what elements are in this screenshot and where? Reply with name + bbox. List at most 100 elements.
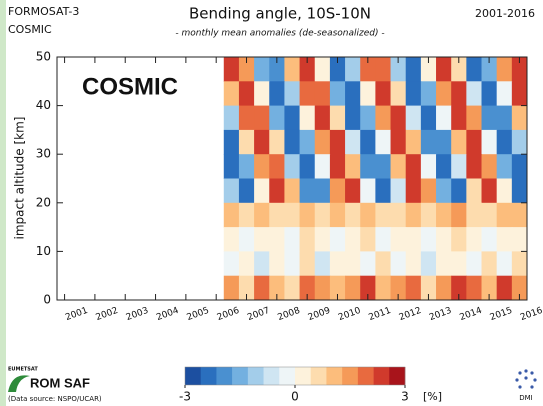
heatmap-cell [405, 154, 422, 179]
y-tick-label: 10 [36, 244, 51, 258]
heatmap-cell [254, 129, 270, 155]
heatmap-cell [511, 57, 528, 82]
heatmap-cell [451, 57, 467, 82]
heatmap-cell [466, 275, 483, 301]
heatmap-cell [345, 178, 361, 204]
heatmap-cell [375, 129, 392, 155]
heatmap-cell [496, 251, 513, 277]
heatmap-cell [360, 202, 376, 228]
heatmap-cell [481, 154, 498, 179]
org-label: EUMETSAT [8, 367, 38, 373]
heatmap-cell [329, 251, 346, 277]
colorbar-tick-label: -3 [179, 390, 191, 404]
heatmap-cell [390, 105, 407, 131]
heatmap-cell [375, 154, 392, 179]
colorbar-swatch [216, 367, 233, 385]
heatmap-cell [254, 178, 270, 204]
heatmap-cell [451, 129, 467, 155]
heatmap-cell [511, 129, 528, 155]
y-tick-label: 20 [36, 195, 51, 209]
heatmap-cell [299, 178, 316, 204]
heatmap-cell [481, 129, 498, 155]
heatmap-cell [496, 129, 513, 155]
heatmap-cell [405, 81, 422, 107]
heatmap-cell [451, 251, 467, 277]
heatmap-cell [481, 275, 498, 301]
source-label: (Data source: NSPO/UCAR) [8, 395, 102, 403]
heatmap-cell [420, 105, 437, 131]
heatmap-cell [496, 275, 513, 301]
heatmap-cell [436, 105, 452, 131]
colorbar-swatch [389, 367, 406, 385]
heatmap-cell [481, 251, 498, 277]
heatmap-cell [466, 57, 483, 82]
heatmap-cell [466, 154, 483, 179]
colorbar-swatch [342, 367, 359, 385]
colorbar-tick-label: 3 [401, 390, 409, 404]
heatmap-cell [314, 202, 331, 228]
heatmap-cell [223, 178, 240, 204]
heatmap-cell [254, 81, 270, 107]
heatmap-cell [254, 227, 270, 252]
heatmap-cell [254, 154, 270, 179]
heatmap-cell [329, 202, 346, 228]
heatmap-cell [360, 178, 376, 204]
heatmap-cell [345, 251, 361, 277]
heatmap-cell [466, 105, 483, 131]
x-tick-label: 2014 [458, 306, 483, 323]
heatmap-cell [466, 202, 483, 228]
heatmap-cell [375, 251, 392, 277]
x-tick-label: 2016 [519, 306, 543, 323]
heatmap-cell [284, 251, 301, 277]
heatmap-cell [451, 275, 467, 301]
heatmap-cell [284, 105, 301, 131]
heatmap-cell [254, 57, 270, 82]
heatmap-cell [345, 105, 361, 131]
heatmap-cell [238, 154, 255, 179]
heatmap-cell [451, 105, 467, 131]
heatmap-cell [284, 57, 301, 82]
x-tick-label: 2006 [216, 306, 241, 323]
heatmap-cell [420, 275, 437, 301]
heatmap-cell [329, 129, 346, 155]
heatmap-cell [314, 57, 331, 82]
heatmap-cell [496, 202, 513, 228]
heatmap-cell [345, 227, 361, 252]
heatmap-cell [405, 129, 422, 155]
heatmap-cell [466, 227, 483, 252]
colorbar-swatch [357, 367, 374, 385]
y-axis-label: impact altitude [km] [13, 117, 27, 240]
heatmap-cell [345, 81, 361, 107]
heatmap-cell [284, 81, 301, 107]
heatmap-cell [405, 251, 422, 277]
heatmap-cell [405, 275, 422, 301]
heatmap-cell [284, 227, 301, 252]
satellite-label: COSMIC [8, 23, 52, 36]
heatmap-cell [496, 57, 513, 82]
heatmap-cell [284, 275, 301, 301]
heatmap-cell [254, 202, 270, 228]
heatmap-cell [466, 129, 483, 155]
heatmap-cell [314, 275, 331, 301]
heatmap-cell [390, 202, 407, 228]
heatmap-cell [481, 178, 498, 204]
heatmap-cell [269, 81, 285, 107]
heatmap-cell [360, 57, 376, 82]
heatmap-cell [496, 154, 513, 179]
x-tick-label: 2003 [125, 306, 150, 323]
heatmap-cell [481, 57, 498, 82]
y-tick-label: 30 [36, 147, 51, 161]
heatmap-cell [329, 81, 346, 107]
colorbar-unit: [%] [423, 390, 442, 403]
x-tick-label: 2015 [489, 306, 514, 323]
colorbar-swatch [373, 367, 390, 385]
heatmap-cell [466, 251, 483, 277]
heatmap-cell [314, 81, 331, 107]
heatmap-cell [223, 251, 240, 277]
chart-title: Bending angle, 10S-10N [189, 5, 371, 23]
heatmap-cell [496, 81, 513, 107]
x-tick-label: 2011 [368, 306, 393, 323]
heatmap-cell [420, 227, 437, 252]
